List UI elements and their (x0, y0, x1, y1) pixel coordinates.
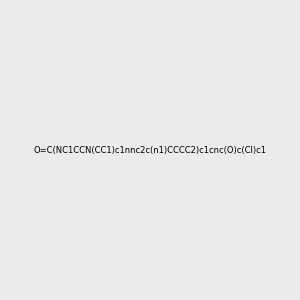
Text: O=C(NC1CCN(CC1)c1nnc2c(n1)CCCC2)c1cnc(O)c(Cl)c1: O=C(NC1CCN(CC1)c1nnc2c(n1)CCCC2)c1cnc(O)… (34, 146, 266, 154)
